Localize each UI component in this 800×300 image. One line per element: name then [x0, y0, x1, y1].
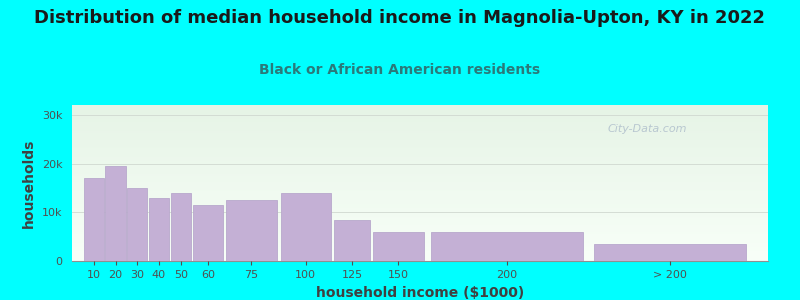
- Text: Distribution of median household income in Magnolia-Upton, KY in 2022: Distribution of median household income …: [34, 9, 766, 27]
- X-axis label: household income ($1000): household income ($1000): [316, 286, 524, 300]
- Text: City-Data.com: City-Data.com: [608, 124, 687, 134]
- Bar: [431, 232, 583, 261]
- Bar: [106, 166, 126, 261]
- Bar: [84, 178, 104, 261]
- Bar: [334, 220, 370, 261]
- Bar: [373, 232, 423, 261]
- Bar: [127, 188, 147, 261]
- Bar: [226, 200, 277, 261]
- Bar: [594, 244, 746, 261]
- Y-axis label: households: households: [22, 138, 36, 228]
- Text: Black or African American residents: Black or African American residents: [259, 63, 541, 77]
- Bar: [193, 205, 223, 261]
- Bar: [149, 198, 169, 261]
- Bar: [170, 193, 191, 261]
- Bar: [281, 193, 331, 261]
